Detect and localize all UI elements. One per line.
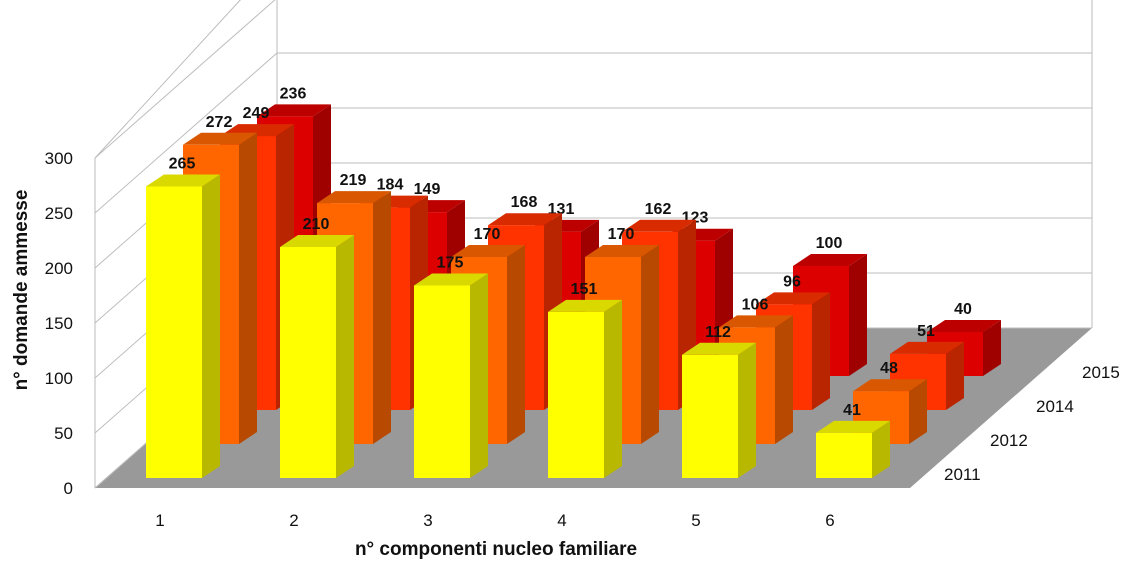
bar-side-face (239, 132, 257, 445)
series-label: 2014 (1036, 397, 1074, 416)
y-tick-label: 150 (45, 314, 73, 333)
bar-front-face (548, 311, 604, 478)
data-label: 41 (843, 402, 861, 419)
bar-side-face (604, 299, 622, 478)
series-label: 2011 (944, 465, 981, 484)
y-tick-label: 250 (45, 204, 73, 223)
data-label: 170 (474, 226, 501, 243)
data-label: 236 (280, 85, 307, 102)
bar-top-face (280, 235, 354, 247)
bar-side-face (849, 254, 867, 376)
data-label: 272 (206, 114, 233, 131)
data-label: 40 (954, 301, 972, 318)
bar: 265 (146, 156, 220, 478)
x-axis-title: n° componenti nucleo familiare (355, 539, 637, 560)
bar-side-face (775, 315, 793, 444)
data-label: 249 (243, 105, 270, 122)
data-label: 112 (705, 324, 731, 341)
data-label: 151 (571, 281, 598, 298)
side-wall-top (94, 0, 241, 159)
bar-side-face (946, 341, 964, 410)
bar: 41 (816, 402, 890, 478)
bar-side-face (872, 420, 890, 478)
data-label: 106 (742, 296, 769, 313)
bar: 112 (682, 324, 756, 478)
data-label: 162 (645, 201, 672, 218)
bar-top-face (317, 191, 391, 204)
y-axis-title: n° domande ammesse (11, 190, 32, 391)
bar-side-face (336, 235, 354, 478)
bar: 151 (548, 281, 622, 478)
bar-top-face (719, 315, 793, 328)
bar-side-face (641, 245, 659, 444)
data-label: 184 (377, 177, 404, 194)
bar-front-face (682, 354, 738, 478)
y-axis-tick-labels: 0 50 100 150 200 250 300 (45, 149, 73, 498)
data-label: 210 (303, 216, 330, 233)
bar-side-face (909, 379, 927, 444)
bar-top-face (622, 219, 696, 232)
series-label: 2015 (1082, 363, 1120, 382)
bar-side-face (812, 292, 830, 410)
bar-front-face (280, 247, 336, 478)
data-label: 219 (340, 172, 367, 189)
bar-top-face (585, 245, 659, 257)
bar-top-face (816, 420, 890, 433)
data-label: 170 (608, 226, 635, 243)
bar-side-face (738, 342, 756, 478)
data-label: 265 (169, 156, 196, 173)
y-tick-label: 200 (45, 259, 73, 278)
y-tick-label: 0 (64, 479, 73, 498)
bar-top-face (853, 379, 927, 392)
series-depth-labels: 2011 2012 2014 2015 (944, 363, 1120, 484)
bar-top-face (793, 254, 867, 266)
y-tick-label: 50 (54, 424, 73, 443)
x-tick-label: 2 (289, 511, 298, 530)
y-tick-label: 300 (45, 149, 73, 168)
bar-top-face (183, 132, 257, 145)
y-tick-label: 100 (45, 369, 73, 388)
bar-front-face (414, 285, 470, 478)
x-tick-label: 5 (691, 511, 700, 530)
x-tick-label: 3 (423, 511, 432, 530)
data-label: 48 (880, 360, 898, 377)
bar-side-face (373, 191, 391, 444)
bar-front-face (146, 186, 202, 478)
x-axis-tick-labels: 1 2 3 4 5 6 (155, 511, 834, 530)
bar-side-face (983, 320, 1001, 376)
data-label: 51 (917, 323, 935, 340)
bar-top-face (257, 104, 331, 117)
bar-top-face (548, 299, 622, 312)
bar-top-face (756, 292, 830, 305)
bar-top-face (146, 174, 220, 187)
x-tick-label: 1 (155, 511, 164, 530)
series-label: 2012 (990, 431, 1028, 450)
bar-top-face (890, 341, 964, 354)
bar-top-face (414, 273, 488, 286)
bar-top-face (488, 213, 562, 226)
bar: 210 (280, 216, 354, 478)
x-tick-label: 4 (557, 511, 566, 530)
data-label: 149 (414, 181, 441, 198)
bar-side-face (470, 273, 488, 478)
bar-front-face (816, 432, 872, 478)
data-label: 96 (783, 273, 801, 290)
bar-top-face (927, 320, 1001, 332)
bar-top-face (451, 245, 525, 257)
data-label: 175 (437, 255, 464, 272)
bar: 175 (414, 255, 488, 478)
bar-top-face (682, 342, 756, 355)
data-label: 168 (511, 194, 538, 211)
x-tick-label: 6 (825, 511, 834, 530)
gridline (94, 0, 276, 159)
bar-side-face (202, 174, 220, 478)
bar-side-face (507, 245, 525, 444)
data-label: 100 (816, 235, 843, 252)
